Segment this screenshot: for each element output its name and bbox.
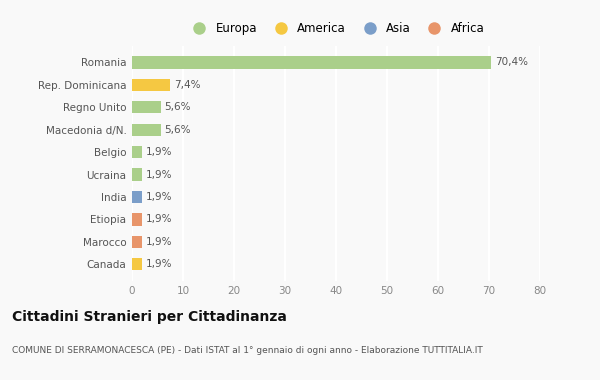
Text: 7,4%: 7,4% (174, 80, 200, 90)
Bar (132, 124, 161, 136)
Bar (132, 101, 161, 114)
Bar (132, 79, 170, 91)
Text: COMUNE DI SERRAMONACESCA (PE) - Dati ISTAT al 1° gennaio di ogni anno - Elaboraz: COMUNE DI SERRAMONACESCA (PE) - Dati IST… (12, 346, 483, 355)
Legend: Europa, America, Asia, Africa: Europa, America, Asia, Africa (187, 22, 485, 35)
Bar (132, 146, 142, 158)
Text: 1,9%: 1,9% (146, 169, 172, 180)
Text: 70,4%: 70,4% (495, 57, 528, 68)
Text: 1,9%: 1,9% (146, 192, 172, 202)
Text: Cittadini Stranieri per Cittadinanza: Cittadini Stranieri per Cittadinanza (12, 310, 287, 324)
Bar (132, 236, 142, 248)
Bar (132, 258, 142, 271)
Bar (132, 56, 491, 69)
Text: 1,9%: 1,9% (146, 214, 172, 225)
Bar (132, 213, 142, 226)
Text: 5,6%: 5,6% (164, 125, 191, 135)
Bar (132, 191, 142, 203)
Bar (132, 168, 142, 181)
Text: 1,9%: 1,9% (146, 259, 172, 269)
Text: 1,9%: 1,9% (146, 237, 172, 247)
Text: 1,9%: 1,9% (146, 147, 172, 157)
Text: 5,6%: 5,6% (164, 102, 191, 112)
